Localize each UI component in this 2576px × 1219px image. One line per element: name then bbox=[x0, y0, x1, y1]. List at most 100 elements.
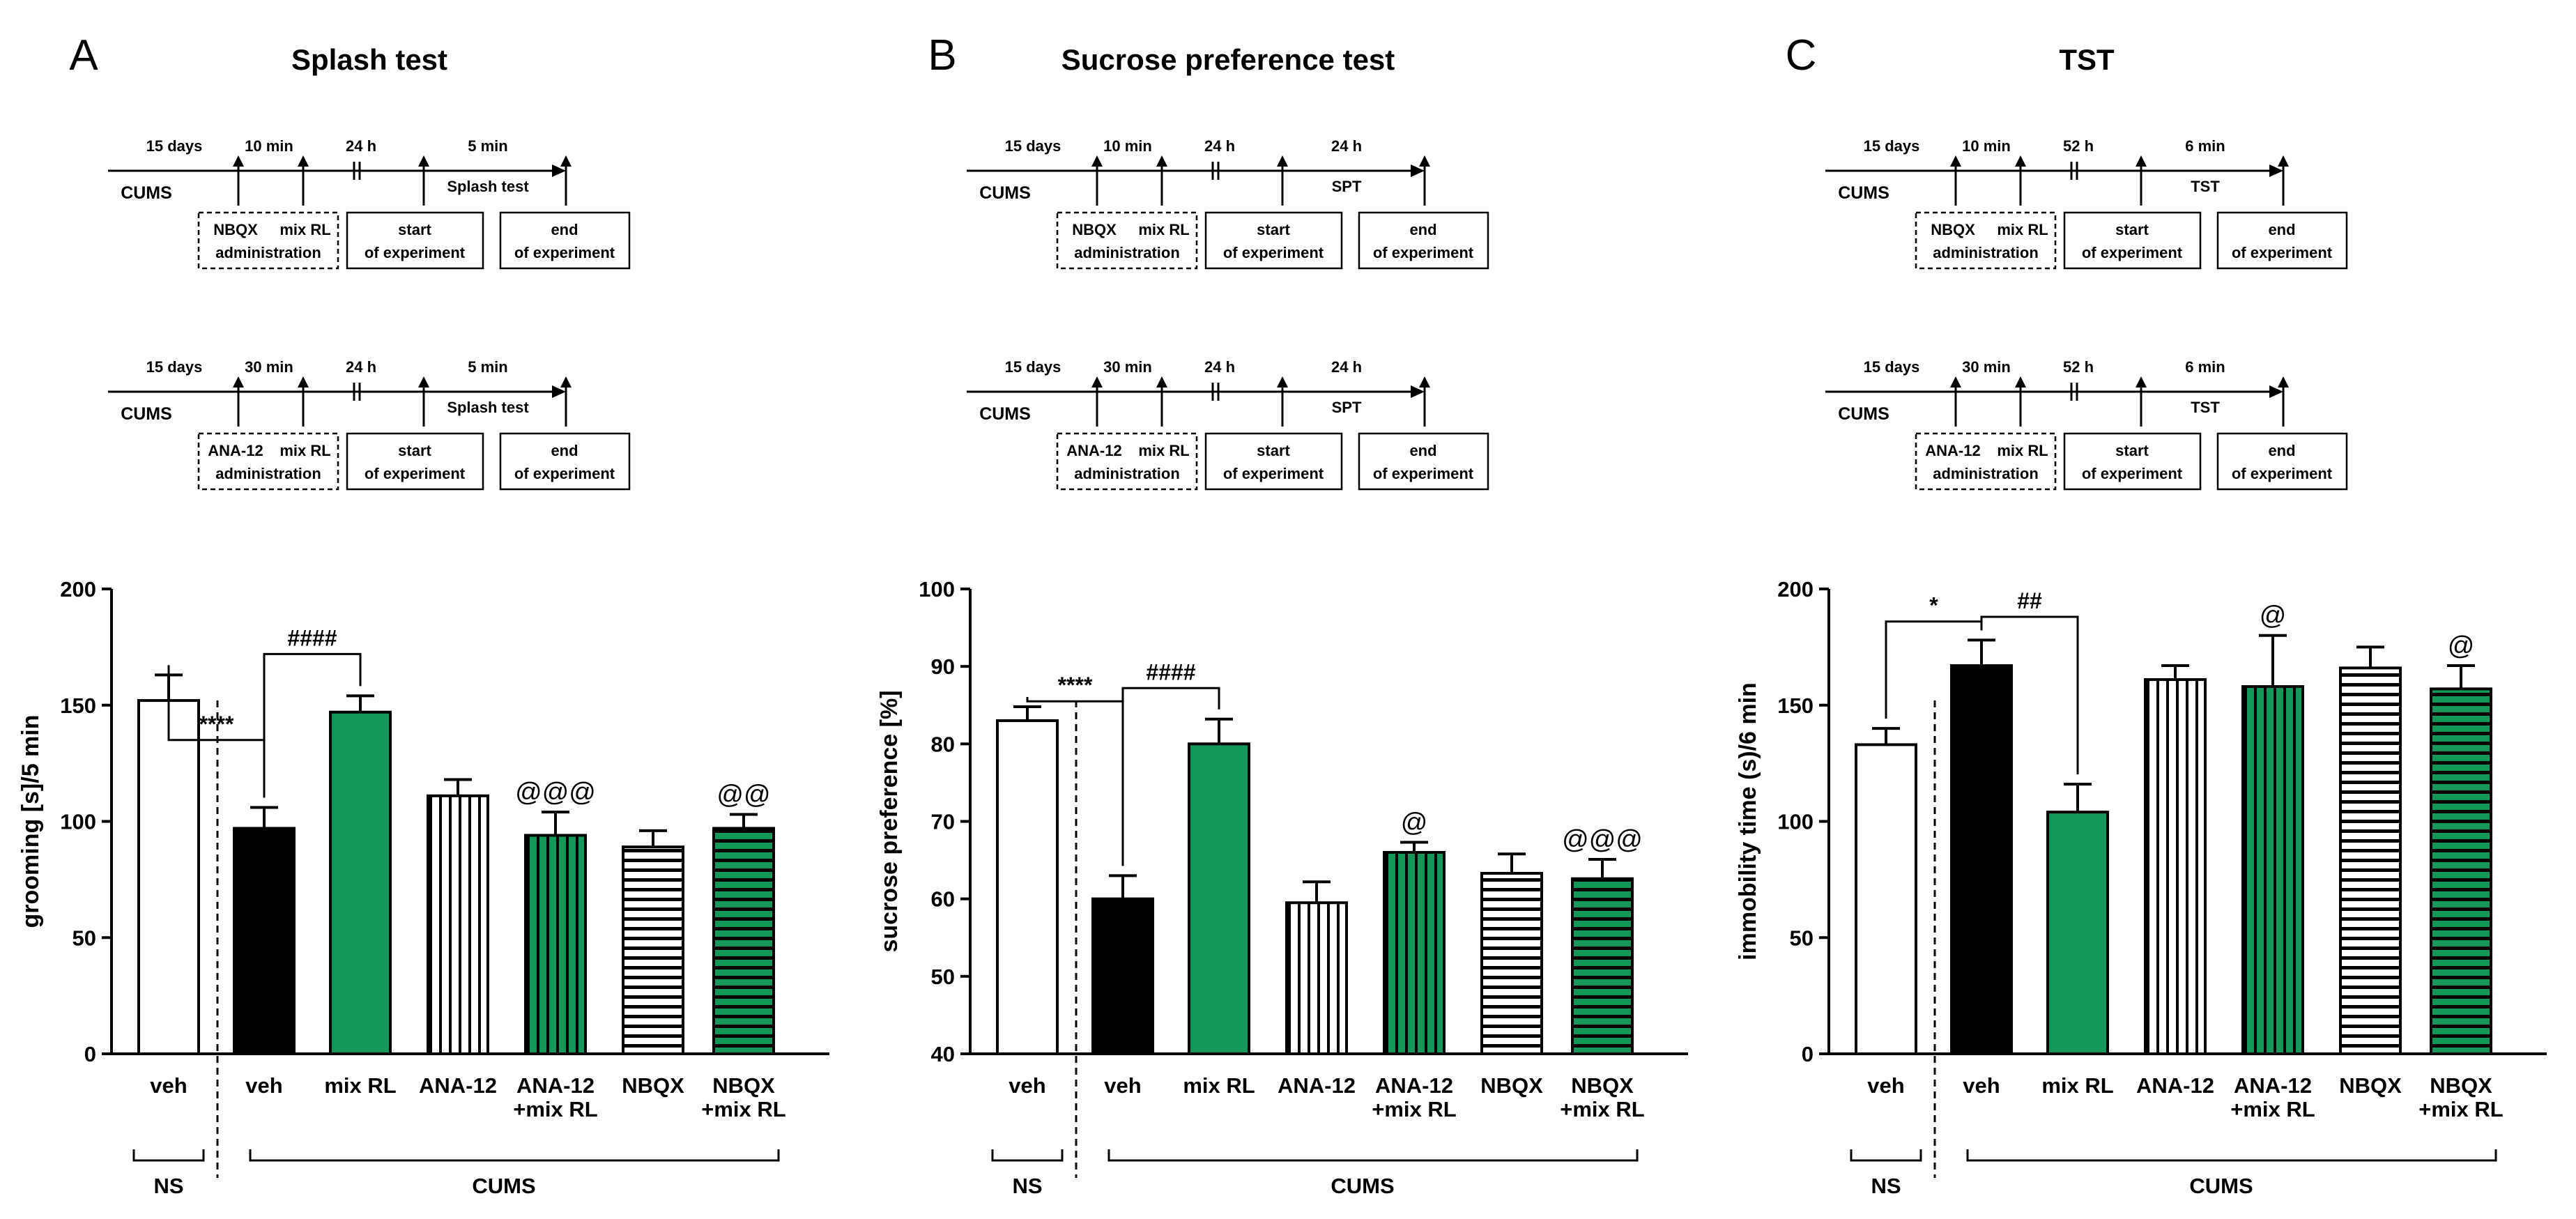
category-label: +mix RL bbox=[513, 1097, 597, 1121]
schedule-diagram: 15 days 30 min 24 h 24 h CUMS SPT ANA-12 mix RL… bbox=[967, 358, 1489, 491]
start-label: of experiment bbox=[365, 465, 466, 482]
administration-label: administration bbox=[215, 244, 321, 261]
category-label: ANA-12 bbox=[2136, 1073, 2214, 1098]
bar-3 bbox=[329, 710, 392, 1055]
start-label: of experiment bbox=[2082, 465, 2183, 482]
significance-mark: @ bbox=[2448, 631, 2475, 661]
start-label: start bbox=[1257, 442, 1290, 459]
bar-7 bbox=[1571, 877, 1634, 1055]
schedule-diagram: 15 days 30 min 52 h 6 min CUMS TST ANA-12 mix R… bbox=[1825, 358, 2348, 491]
start-box bbox=[1204, 432, 1343, 491]
panel-title: TST bbox=[2059, 43, 2115, 76]
bracket-line bbox=[1980, 615, 2079, 775]
end-label: of experiment bbox=[514, 244, 615, 261]
category-label: ANA-12 bbox=[2234, 1073, 2312, 1098]
y-tick-label: 50 bbox=[931, 965, 955, 989]
duration-label: 52 h bbox=[2063, 358, 2094, 376]
category-label: ANA-12 bbox=[419, 1073, 497, 1098]
time-arrow-head bbox=[2015, 376, 2026, 388]
time-arrow-head bbox=[418, 376, 429, 388]
drug-label: ANA-12 bbox=[1925, 442, 1980, 459]
time-arrow-head bbox=[298, 155, 309, 167]
bar-4 bbox=[2144, 678, 2207, 1055]
panel-letter: A bbox=[69, 31, 98, 79]
cums-label: CUMS bbox=[979, 183, 1031, 203]
panel-splash-test: A Splash test 15 days 10 min 24 h 5 min CUMS Sp… bbox=[0, 0, 859, 1216]
significance-label: **** bbox=[199, 712, 234, 737]
end-box bbox=[2216, 432, 2348, 491]
duration-label: 10 min bbox=[1962, 137, 2011, 155]
start-label: start bbox=[2115, 442, 2149, 459]
duration-label: 30 min bbox=[245, 358, 293, 376]
timeline-arrowhead bbox=[552, 385, 566, 398]
panel-tst: C TST 15 days 10 min 52 h 6 min CUMS TST NBQX mix… bbox=[1717, 0, 2576, 1216]
y-tick-label: 200 bbox=[1777, 577, 1814, 601]
start-label: of experiment bbox=[2082, 244, 2183, 261]
administration-label: administration bbox=[215, 465, 321, 482]
cums-group-label: CUMS bbox=[1331, 1174, 1394, 1198]
ns-bracket bbox=[132, 1149, 205, 1162]
start-label: start bbox=[398, 442, 431, 459]
time-arrow-head bbox=[1419, 155, 1430, 167]
start-box bbox=[2063, 432, 2202, 491]
duration-label: 5 min bbox=[468, 358, 507, 376]
time-arrow-head bbox=[1156, 376, 1167, 388]
category-label: mix RL bbox=[324, 1073, 396, 1098]
category-label: veh bbox=[1963, 1073, 2000, 1098]
administration-label: administration bbox=[1933, 465, 2039, 482]
category-label: ANA-12 bbox=[1375, 1073, 1453, 1098]
time-arrow-head bbox=[2136, 155, 2147, 167]
y-tick-label: 70 bbox=[931, 810, 955, 834]
time-arrow-head bbox=[233, 376, 244, 388]
bar-6 bbox=[1480, 871, 1543, 1056]
administration-label: administration bbox=[1074, 244, 1180, 261]
drug-label: NBQX bbox=[213, 221, 258, 238]
panel-sucrose-preference-test: B Sucrose preference test 15 days 10 min 24 … bbox=[859, 0, 1717, 1216]
duration-label: 30 min bbox=[1103, 358, 1152, 376]
category-label: NBQX bbox=[1571, 1073, 1634, 1098]
timeline-arrowhead bbox=[1411, 385, 1425, 398]
end-label: of experiment bbox=[2232, 244, 2333, 261]
bar-7 bbox=[712, 827, 775, 1055]
category-label: veh bbox=[245, 1073, 282, 1098]
start-box bbox=[346, 211, 484, 270]
significance-bracket: ## bbox=[1980, 588, 2079, 775]
duration-label: 6 min bbox=[2185, 137, 2225, 155]
end-label: of experiment bbox=[1373, 244, 1474, 261]
duration-label: 24 h bbox=[1331, 358, 1362, 376]
administration-label: administration bbox=[1933, 244, 2039, 261]
y-tick-label: 0 bbox=[84, 1042, 96, 1066]
chart-svg-1: B Sucrose preference test 15 days 10 min 24 … bbox=[876, 31, 1688, 1198]
test-label: TST bbox=[2191, 399, 2220, 416]
duration-label: 15 days bbox=[146, 137, 203, 155]
bar-3 bbox=[2046, 811, 2109, 1056]
time-arrow-head bbox=[1950, 376, 1961, 388]
bar-5 bbox=[2241, 685, 2304, 1055]
significance-mark: @ bbox=[2260, 601, 2287, 631]
category-label: +mix RL bbox=[1560, 1097, 1644, 1121]
significance-bracket: #### bbox=[1121, 659, 1220, 866]
mix-label: mix RL bbox=[1997, 442, 2048, 459]
bar-3 bbox=[1188, 742, 1250, 1056]
timeline-arrowhead bbox=[1411, 164, 1425, 177]
end-label: of experiment bbox=[514, 465, 615, 482]
y-tick-label: 0 bbox=[1802, 1042, 1814, 1066]
drug-label: ANA-12 bbox=[1066, 442, 1121, 459]
time-arrow-head bbox=[1277, 376, 1288, 388]
start-label: start bbox=[398, 221, 431, 238]
y-tick-label: 100 bbox=[1777, 810, 1814, 834]
bar-2 bbox=[233, 827, 296, 1055]
duration-label: 15 days bbox=[1864, 137, 1920, 155]
end-box bbox=[499, 211, 631, 270]
ns-bracket bbox=[1850, 1149, 1922, 1162]
timeline-arrowhead bbox=[2269, 164, 2283, 177]
end-label: of experiment bbox=[1373, 465, 1474, 482]
mix-label: mix RL bbox=[279, 442, 330, 459]
bar-4 bbox=[1285, 901, 1348, 1055]
end-label: of experiment bbox=[2232, 465, 2333, 482]
category-label: ANA-12 bbox=[516, 1073, 595, 1098]
drug-box bbox=[1915, 432, 2057, 491]
significance-label: * bbox=[1929, 593, 1938, 618]
schedule-diagram: 15 days 10 min 24 h 5 min CUMS Splash test NBQ… bbox=[108, 137, 631, 270]
end-box bbox=[2216, 211, 2348, 270]
